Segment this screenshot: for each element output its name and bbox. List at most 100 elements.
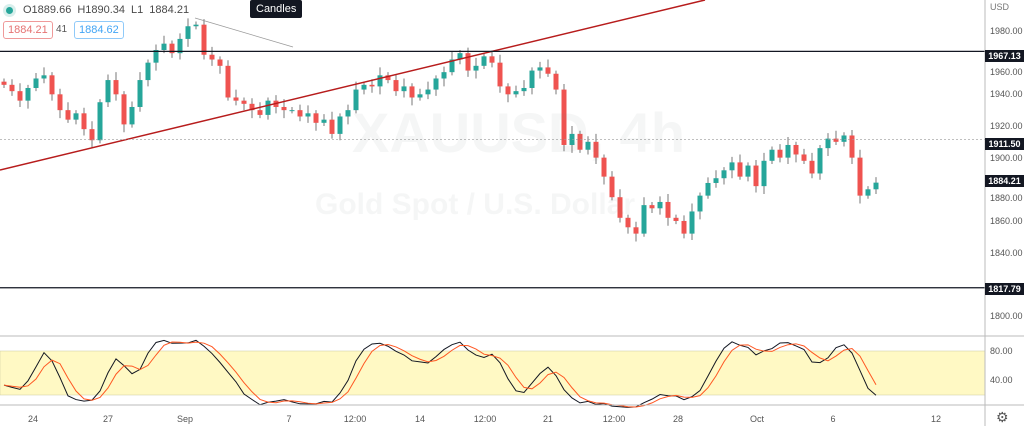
price-axis-label: 1880.00 bbox=[990, 193, 1023, 204]
candle bbox=[865, 189, 871, 196]
legend-low: L1 bbox=[131, 4, 144, 16]
candle bbox=[705, 182, 711, 196]
time-axis-label: Sep bbox=[176, 414, 194, 424]
candle bbox=[761, 160, 767, 187]
stoch-axis-label: 80.00 bbox=[990, 346, 1013, 356]
candle bbox=[153, 49, 159, 63]
candle bbox=[201, 24, 207, 55]
candle bbox=[753, 165, 759, 187]
candle bbox=[769, 149, 775, 161]
price-axis-label: 1860.00 bbox=[990, 215, 1023, 226]
time-axis-label: 12:00 bbox=[473, 414, 497, 424]
price-axis-label: 1800.00 bbox=[990, 310, 1023, 321]
candle bbox=[465, 53, 471, 71]
candle bbox=[65, 110, 71, 120]
currency-label[interactable]: USD bbox=[990, 2, 1010, 12]
time-axis-label: Oct bbox=[749, 414, 765, 424]
candle bbox=[729, 162, 735, 171]
candle bbox=[433, 78, 439, 90]
candle bbox=[641, 205, 647, 234]
candle bbox=[177, 38, 183, 54]
candle bbox=[633, 227, 639, 234]
description-watermark: Gold Spot / U.S. Dollar bbox=[315, 188, 636, 221]
buy-price-button[interactable]: 1884.62 bbox=[74, 21, 124, 39]
candle bbox=[105, 80, 111, 103]
candle bbox=[169, 43, 175, 54]
candle bbox=[145, 62, 151, 81]
candle bbox=[481, 56, 487, 66]
trendline-drawing[interactable] bbox=[0, 0, 706, 171]
time-axis-label: 6 bbox=[830, 414, 836, 424]
candle bbox=[345, 110, 351, 117]
candle bbox=[857, 157, 863, 196]
candle bbox=[497, 62, 503, 87]
candle bbox=[313, 113, 319, 123]
candle bbox=[9, 84, 15, 92]
candle bbox=[593, 141, 599, 158]
time-axis-label: 7 bbox=[286, 414, 292, 424]
candle bbox=[49, 75, 55, 95]
candle bbox=[25, 87, 31, 101]
settings-gear-icon[interactable]: ⚙ bbox=[996, 409, 1009, 425]
candle bbox=[785, 144, 791, 158]
time-axis-label: 24 bbox=[27, 414, 39, 424]
stoch-axis-label: 40.00 bbox=[990, 375, 1013, 385]
candle bbox=[209, 54, 215, 60]
candle bbox=[505, 86, 511, 95]
legend-open: O1889.66 bbox=[23, 4, 72, 16]
candle bbox=[1, 81, 7, 85]
candle bbox=[401, 86, 407, 92]
market-status-icon[interactable] bbox=[6, 6, 13, 14]
candle bbox=[849, 135, 855, 158]
price-axis-label: 1960.00 bbox=[990, 66, 1023, 77]
candle bbox=[305, 113, 311, 117]
candle bbox=[545, 67, 551, 74]
candle bbox=[73, 113, 79, 120]
candle bbox=[689, 211, 695, 234]
candle bbox=[265, 100, 271, 115]
candle bbox=[33, 78, 39, 88]
ohlc-legend: O1889.66 H1890.34 L1 1884.21 bbox=[6, 4, 189, 16]
candle bbox=[825, 138, 831, 149]
candle bbox=[121, 94, 127, 125]
candle bbox=[353, 89, 359, 111]
spread-value: 41 bbox=[56, 24, 68, 35]
candle bbox=[417, 94, 423, 98]
sell-price-button[interactable]: 1884.21 bbox=[3, 21, 53, 39]
candle bbox=[113, 80, 119, 95]
trendline-drawing-gray[interactable] bbox=[194, 17, 294, 48]
candle bbox=[561, 89, 567, 145]
candle bbox=[129, 106, 135, 125]
candle bbox=[249, 103, 255, 111]
candle bbox=[745, 165, 751, 177]
candle bbox=[57, 94, 63, 111]
candle bbox=[393, 80, 399, 92]
price-tag-level-high: 1967.13 bbox=[985, 50, 1024, 62]
candle bbox=[329, 119, 335, 134]
candle bbox=[281, 106, 287, 111]
candle bbox=[529, 70, 535, 88]
time-axis-label: 21 bbox=[542, 414, 554, 424]
price-axis-label: 1840.00 bbox=[990, 247, 1023, 258]
candle bbox=[817, 148, 823, 174]
candle bbox=[585, 141, 591, 150]
candle bbox=[41, 75, 47, 79]
candle bbox=[369, 84, 375, 87]
legend-close: 1884.21 bbox=[149, 4, 190, 16]
stochastic-band bbox=[0, 350, 986, 396]
candle bbox=[697, 195, 703, 212]
candle bbox=[233, 97, 239, 101]
candle bbox=[553, 73, 559, 90]
candle bbox=[513, 91, 519, 95]
price-tag-level-mid: 1911.50 bbox=[985, 138, 1024, 150]
price-axis-label: 1980.00 bbox=[990, 26, 1023, 36]
candle bbox=[609, 176, 615, 198]
levels-layer bbox=[0, 50, 985, 289]
candle bbox=[649, 205, 655, 209]
candle bbox=[241, 100, 247, 104]
candle bbox=[17, 91, 23, 101]
candle bbox=[665, 201, 671, 218]
candle bbox=[225, 65, 231, 98]
time-axis-label: 14 bbox=[414, 414, 426, 424]
